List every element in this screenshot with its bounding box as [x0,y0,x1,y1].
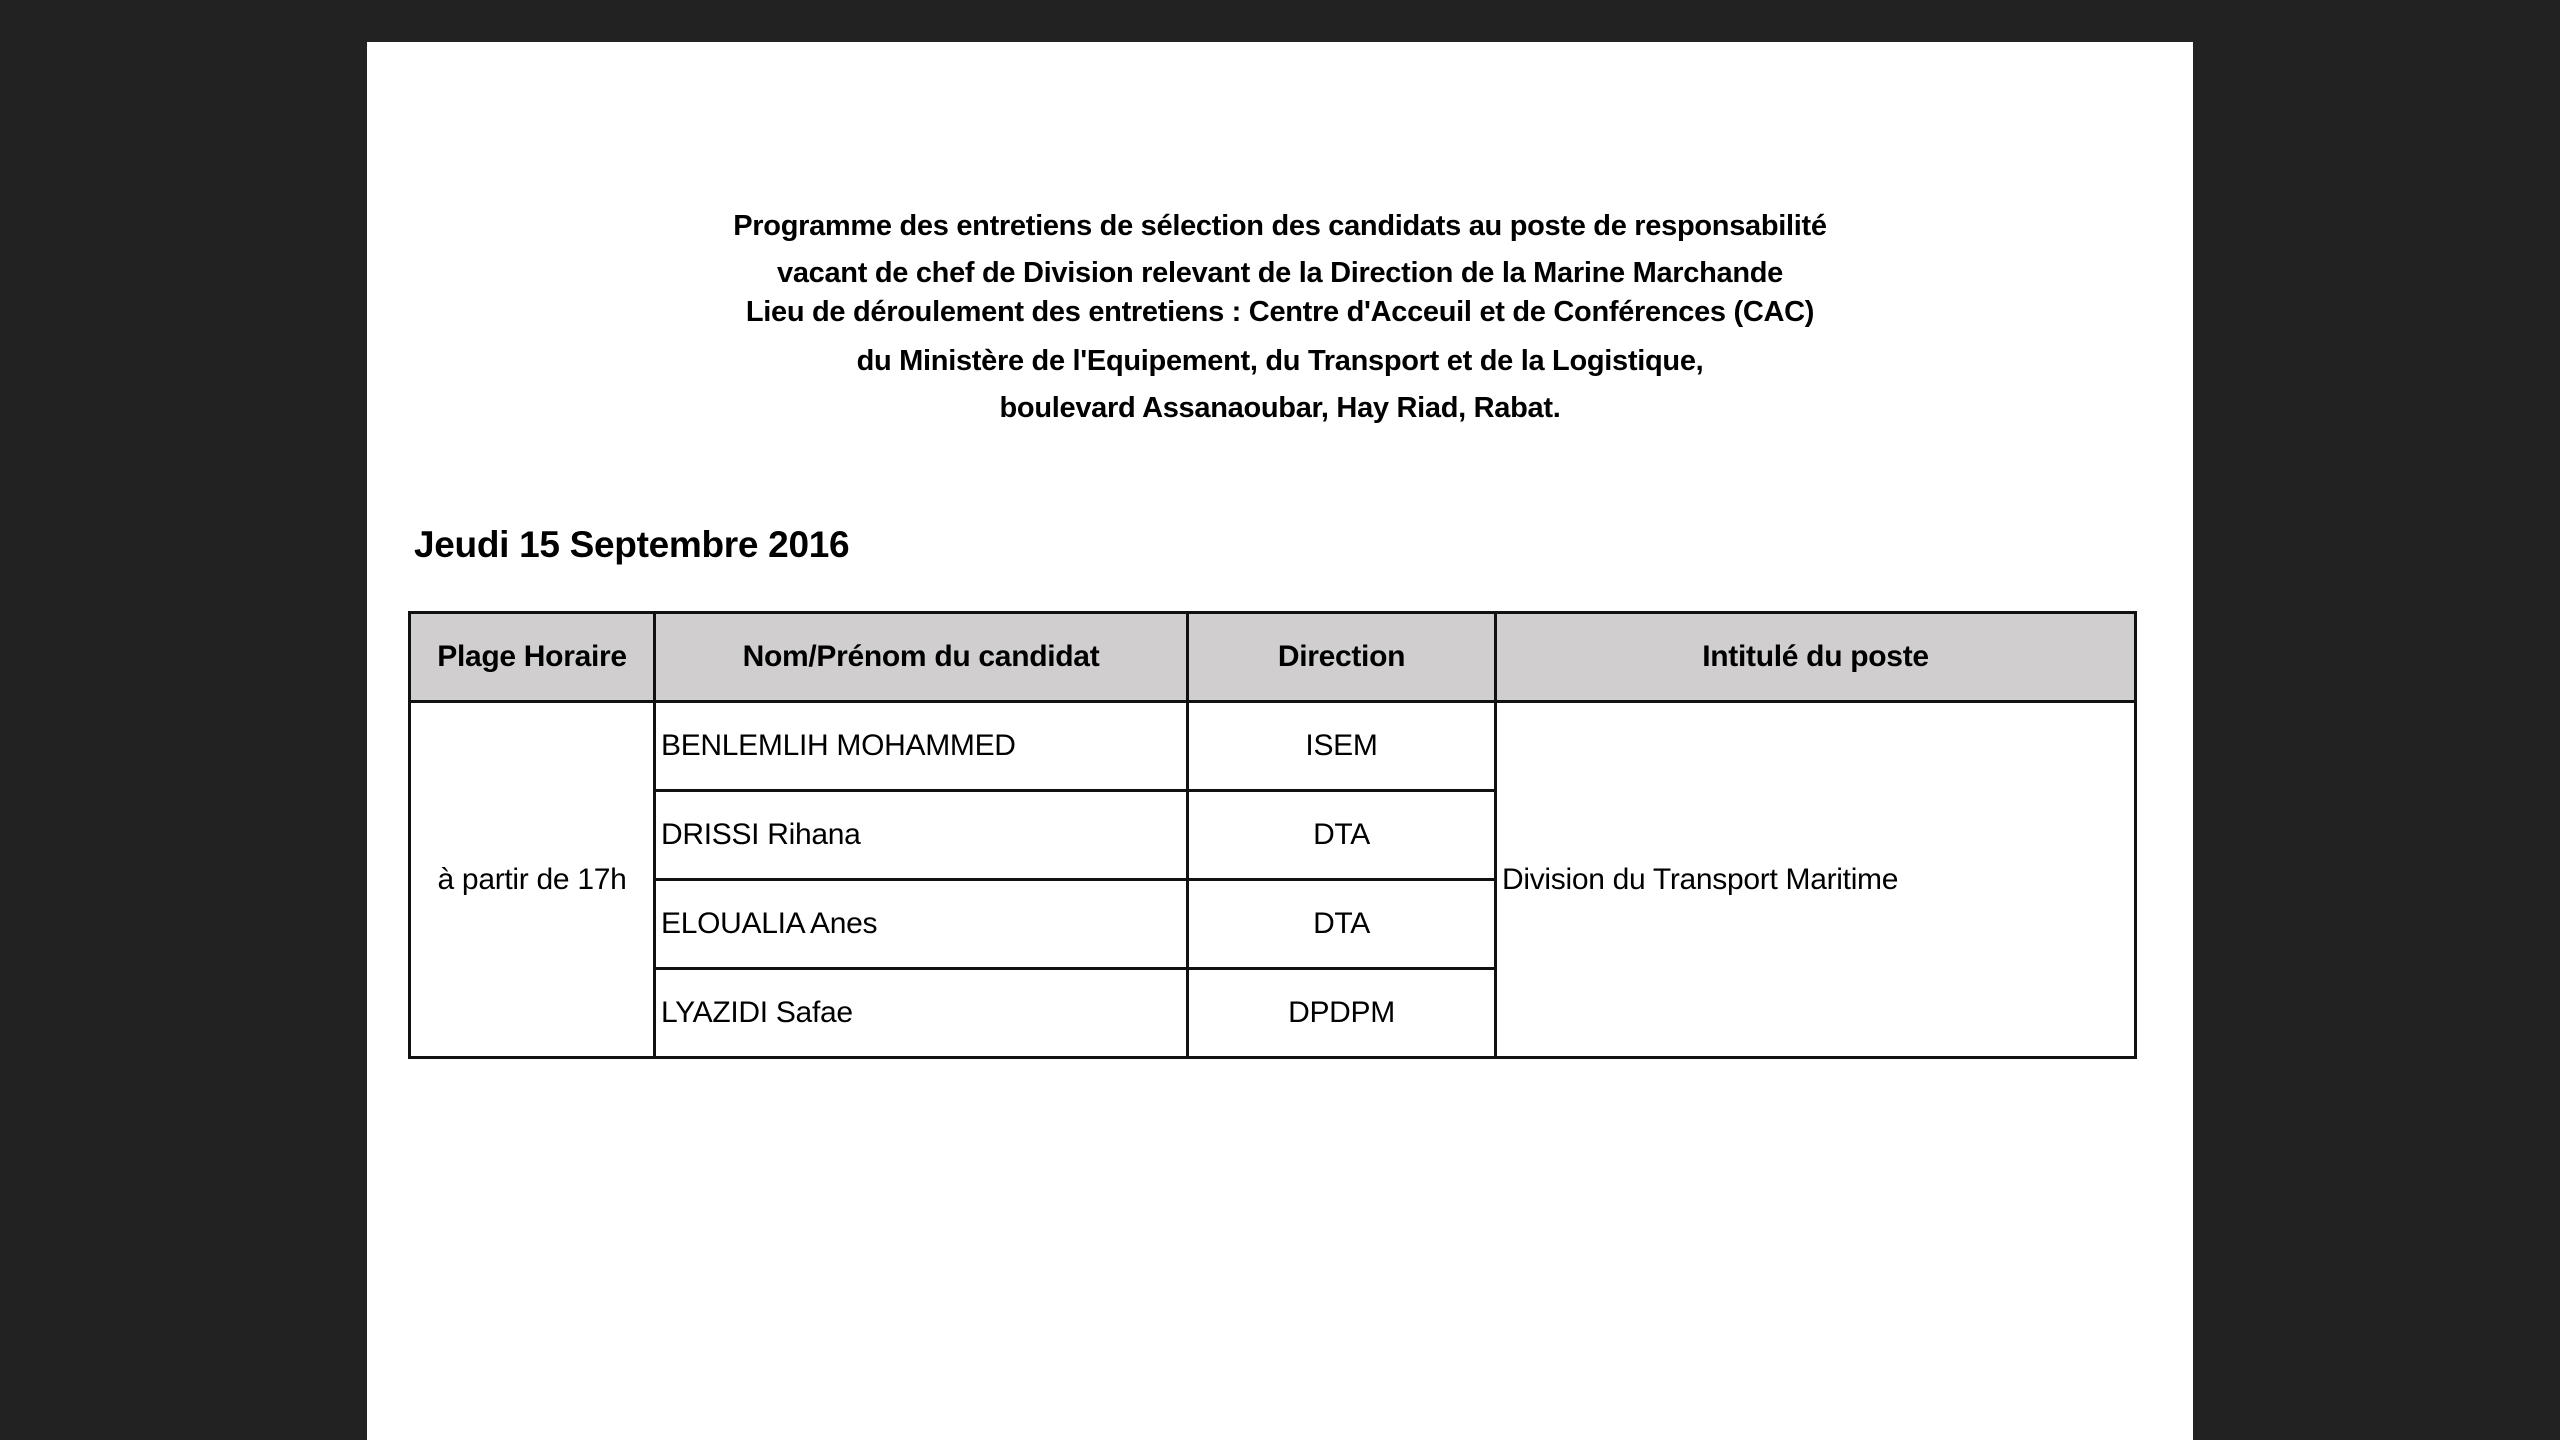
candidate-name: BENLEMLIH MOHAMMED [653,700,1189,792]
title-line-5: boulevard Assanaoubar, Hay Riad, Rabat. [999,392,1561,424]
interview-date: Jeudi 15 Septembre 2016 [414,524,850,565]
title-line-1: Programme des entretiens de sélection de… [733,210,1827,242]
candidate-name: ELOUALIA Anes [653,878,1189,970]
table-row: LYAZIDI Safae DPDPM [410,967,2136,1059]
table-row: DRISSI Rihana DTA [410,789,2136,881]
title-line-2: vacant de chef de Division relevant de l… [776,257,1784,289]
column-header-name: Nom/Prénom du candidat [653,611,1189,703]
candidate-name: LYAZIDI Safae [653,967,1189,1059]
candidate-direction: DTA [1186,878,1497,970]
column-header-time: Plage Horaire [408,611,656,703]
title-line-4: du Ministère de l'Equipement, du Transpo… [856,345,1704,377]
table-row: ELOUALIA Anes DTA [410,878,2136,970]
title-line-3: Lieu de déroulement des entretiens : Cen… [745,296,1815,328]
candidate-direction: ISEM [1186,700,1497,792]
interview-table: Plage Horaire Nom/Prénom du candidat Dir… [408,611,2137,1059]
table-header-row: Plage Horaire Nom/Prénom du candidat Dir… [408,611,2137,703]
column-header-position: Intitulé du poste [1494,611,2137,703]
time-slot-cell: à partir de 17h [408,700,656,1059]
candidate-name: DRISSI Rihana [653,789,1189,881]
candidate-direction: DPDPM [1186,967,1497,1059]
position-cell: Division du Transport Maritime [1494,700,2137,1059]
column-header-direction: Direction [1186,611,1497,703]
document-page: Programme des entretiens de sélection de… [367,42,2193,1440]
candidate-direction: DTA [1186,789,1497,881]
table-row: à partir de 17h BENLEMLIH MOHAMMED ISEM … [408,700,2137,1059]
